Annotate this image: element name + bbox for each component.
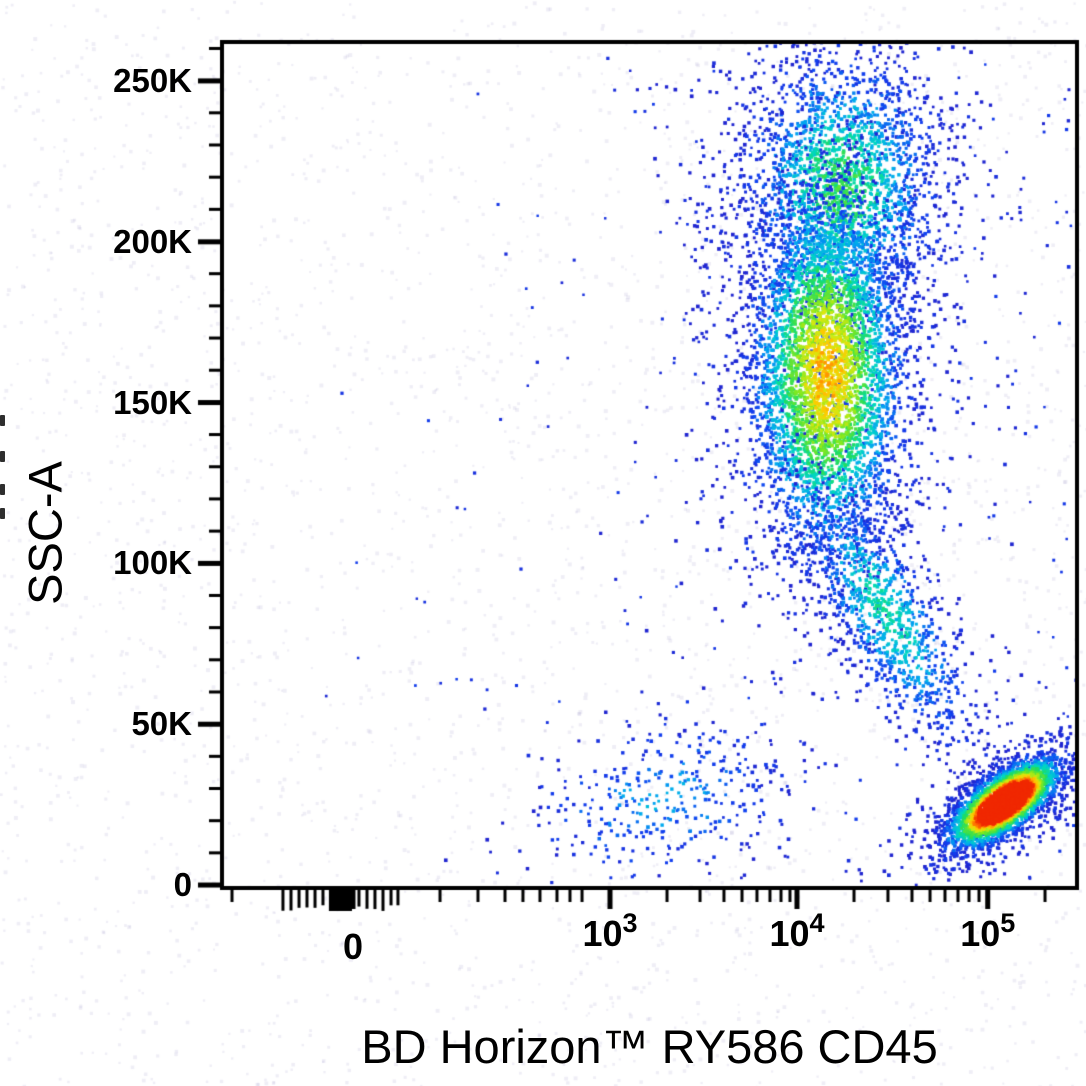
x-tick-label: 104 [769,908,825,954]
clipped-text-fragment [0,415,5,426]
clipped-text-fragment [0,508,5,519]
y-axis-title: SSC-A [18,461,72,605]
x-axis-title: BD Horizon™ RY586 CD45 [361,1020,938,1073]
y-tick-label: 50K [131,705,192,743]
y-tick-label: 200K [113,222,192,260]
clipped-text-fragment [0,451,5,462]
x-tick-label: 0 [342,926,363,967]
y-tick-label: 150K [113,383,192,421]
x-tick-label: 105 [960,908,1016,954]
clipped-text-fragment [0,484,5,495]
y-tick-label: 100K [113,544,192,582]
y-tick-label: 0 [173,866,192,904]
x-tick-label: 103 [582,908,638,954]
y-tick-label: 250K [113,61,192,99]
